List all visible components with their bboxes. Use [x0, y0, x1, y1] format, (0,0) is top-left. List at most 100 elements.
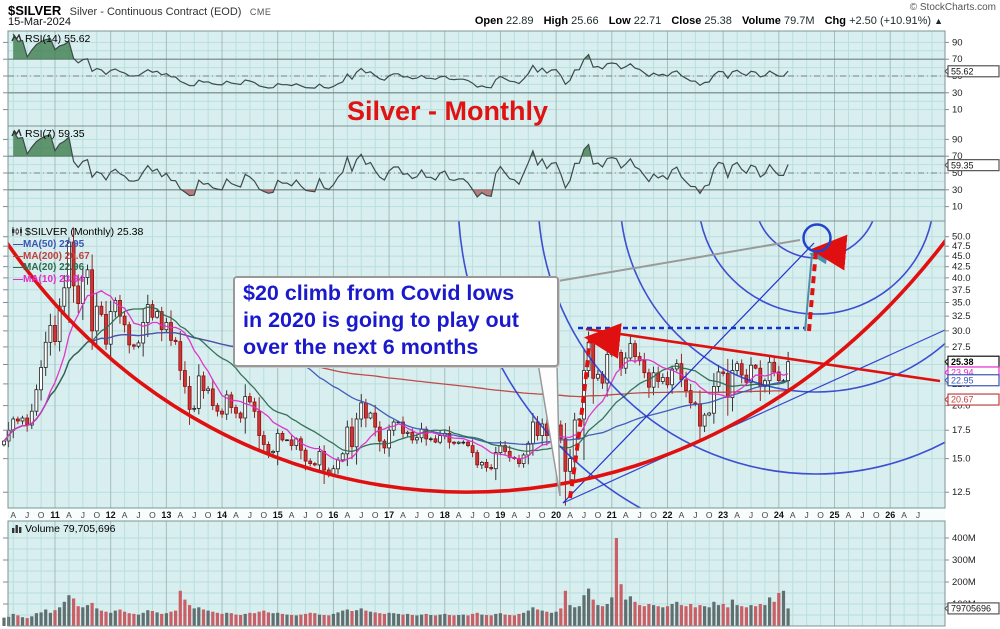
svg-text:O: O — [817, 510, 824, 520]
svg-text:J: J — [359, 510, 363, 520]
svg-text:J: J — [749, 510, 753, 520]
symbol: $SILVER — [8, 3, 62, 18]
svg-text:O: O — [428, 510, 435, 520]
ma20-legend: —MA(20) 22.96 — [13, 262, 90, 274]
price-legend: $SILVER (Monthly) 25.38 — [11, 226, 143, 238]
change-up-arrow: ▲ — [934, 16, 943, 26]
svg-text:400M: 400M — [952, 533, 976, 544]
svg-text:30: 30 — [952, 185, 963, 196]
indicator-icon — [11, 33, 22, 42]
svg-text:J: J — [805, 510, 809, 520]
svg-text:20.0: 20.0 — [952, 401, 971, 412]
svg-text:J: J — [192, 510, 196, 520]
svg-text:O: O — [38, 510, 45, 520]
axis-value-box — [944, 65, 1000, 78]
volume-value: 79.7M — [783, 15, 815, 27]
svg-text:J: J — [136, 510, 140, 520]
svg-text:79705696: 79705696 — [951, 604, 991, 614]
svg-text:J: J — [248, 510, 252, 520]
svg-text:20: 20 — [551, 510, 561, 520]
svg-text:200M: 200M — [952, 577, 976, 588]
price-legend-value: 25.38 — [117, 226, 144, 238]
low-value: 22.71 — [633, 15, 662, 27]
ma200-legend: —MA(200) 20.67 — [13, 251, 90, 263]
svg-text:55.62: 55.62 — [951, 66, 974, 76]
svg-text:O: O — [483, 510, 490, 520]
svg-text:A: A — [233, 510, 239, 520]
svg-text:J: J — [25, 510, 29, 520]
svg-text:13: 13 — [161, 510, 171, 520]
svg-text:50.0: 50.0 — [952, 232, 971, 243]
svg-text:A: A — [734, 510, 740, 520]
svg-text:10: 10 — [952, 105, 963, 116]
exchange: CME — [249, 7, 272, 17]
svg-text:21: 21 — [607, 510, 617, 520]
svg-text:A: A — [122, 510, 128, 520]
svg-text:42.5: 42.5 — [952, 262, 971, 273]
svg-text:O: O — [706, 510, 713, 520]
svg-text:J: J — [470, 510, 474, 520]
svg-text:J: J — [582, 510, 586, 520]
svg-text:15: 15 — [273, 510, 283, 520]
ma20-swatch: — — [13, 262, 23, 273]
volume-legend: Volume 79,705,696 — [11, 523, 116, 535]
svg-text:O: O — [205, 510, 212, 520]
close-label: Close — [671, 15, 702, 27]
svg-text:15.0: 15.0 — [952, 454, 971, 465]
svg-text:O: O — [149, 510, 156, 520]
ma200-swatch: — — [13, 250, 23, 262]
ma10-legend-label: MA(10) 23.94 — [23, 273, 85, 285]
svg-text:50: 50 — [952, 168, 963, 179]
ma10-legend: —MA(10) 23.94 — [13, 274, 90, 286]
svg-text:32.5: 32.5 — [952, 311, 971, 322]
high-label: High — [543, 15, 569, 27]
svg-text:O: O — [539, 510, 546, 520]
svg-text:A: A — [344, 510, 350, 520]
svg-text:70: 70 — [952, 151, 963, 162]
callout-line-2: in 2020 is going to play out — [243, 308, 519, 332]
svg-text:23: 23 — [718, 510, 728, 520]
svg-text:17: 17 — [384, 510, 394, 520]
svg-text:300M: 300M — [952, 555, 976, 566]
target-circle-annotation — [802, 223, 832, 253]
svg-text:O: O — [316, 510, 323, 520]
volume-legend-label: Volume — [25, 523, 61, 535]
svg-text:90: 90 — [952, 37, 963, 48]
callout-text-box: $20 climb from Covid lows in 2020 is goi… — [233, 276, 559, 367]
chg-value: +2.50 (+10.91%) — [849, 15, 932, 27]
symbol-description: Silver - Continuous Contract (EOD) — [69, 6, 242, 18]
svg-text:35.0: 35.0 — [952, 297, 971, 308]
svg-text:O: O — [873, 510, 880, 520]
svg-text:A: A — [623, 510, 629, 520]
svg-text:A: A — [289, 510, 295, 520]
ohlc-stats-row: Open 22.89 High 25.66 Low 22.71 Close 25… — [468, 15, 943, 27]
svg-text:30: 30 — [952, 88, 963, 99]
svg-text:O: O — [372, 510, 379, 520]
ma200-legend-label: MA(200) 20.67 — [23, 250, 90, 262]
svg-text:J: J — [526, 510, 530, 520]
svg-text:J: J — [81, 510, 85, 520]
svg-text:30.0: 30.0 — [952, 326, 971, 337]
open-value: 22.89 — [506, 15, 534, 27]
callout-line-3: over the next 6 months — [243, 335, 479, 359]
svg-text:A: A — [10, 510, 16, 520]
svg-text:O: O — [260, 510, 267, 520]
svg-text:27.5: 27.5 — [952, 342, 971, 353]
ma20-legend-label: MA(20) 22.96 — [23, 262, 85, 273]
candlestick-icon — [12, 227, 23, 236]
annotations-layer — [8, 221, 945, 508]
header-symbol-row: $SILVER Silver - Continuous Contract (EO… — [8, 2, 271, 20]
svg-text:40.0: 40.0 — [952, 273, 971, 284]
svg-text:O: O — [93, 510, 100, 520]
svg-text:12: 12 — [106, 510, 116, 520]
svg-text:A: A — [901, 510, 907, 520]
axis-value-box — [944, 159, 1000, 172]
svg-text:A: A — [66, 510, 72, 520]
svg-text:19: 19 — [495, 510, 505, 520]
svg-text:37.5: 37.5 — [952, 285, 971, 296]
svg-text:A: A — [790, 510, 796, 520]
open-label: Open — [474, 15, 503, 27]
stockcharts-copyright[interactable]: © StockCharts.com — [909, 2, 996, 13]
